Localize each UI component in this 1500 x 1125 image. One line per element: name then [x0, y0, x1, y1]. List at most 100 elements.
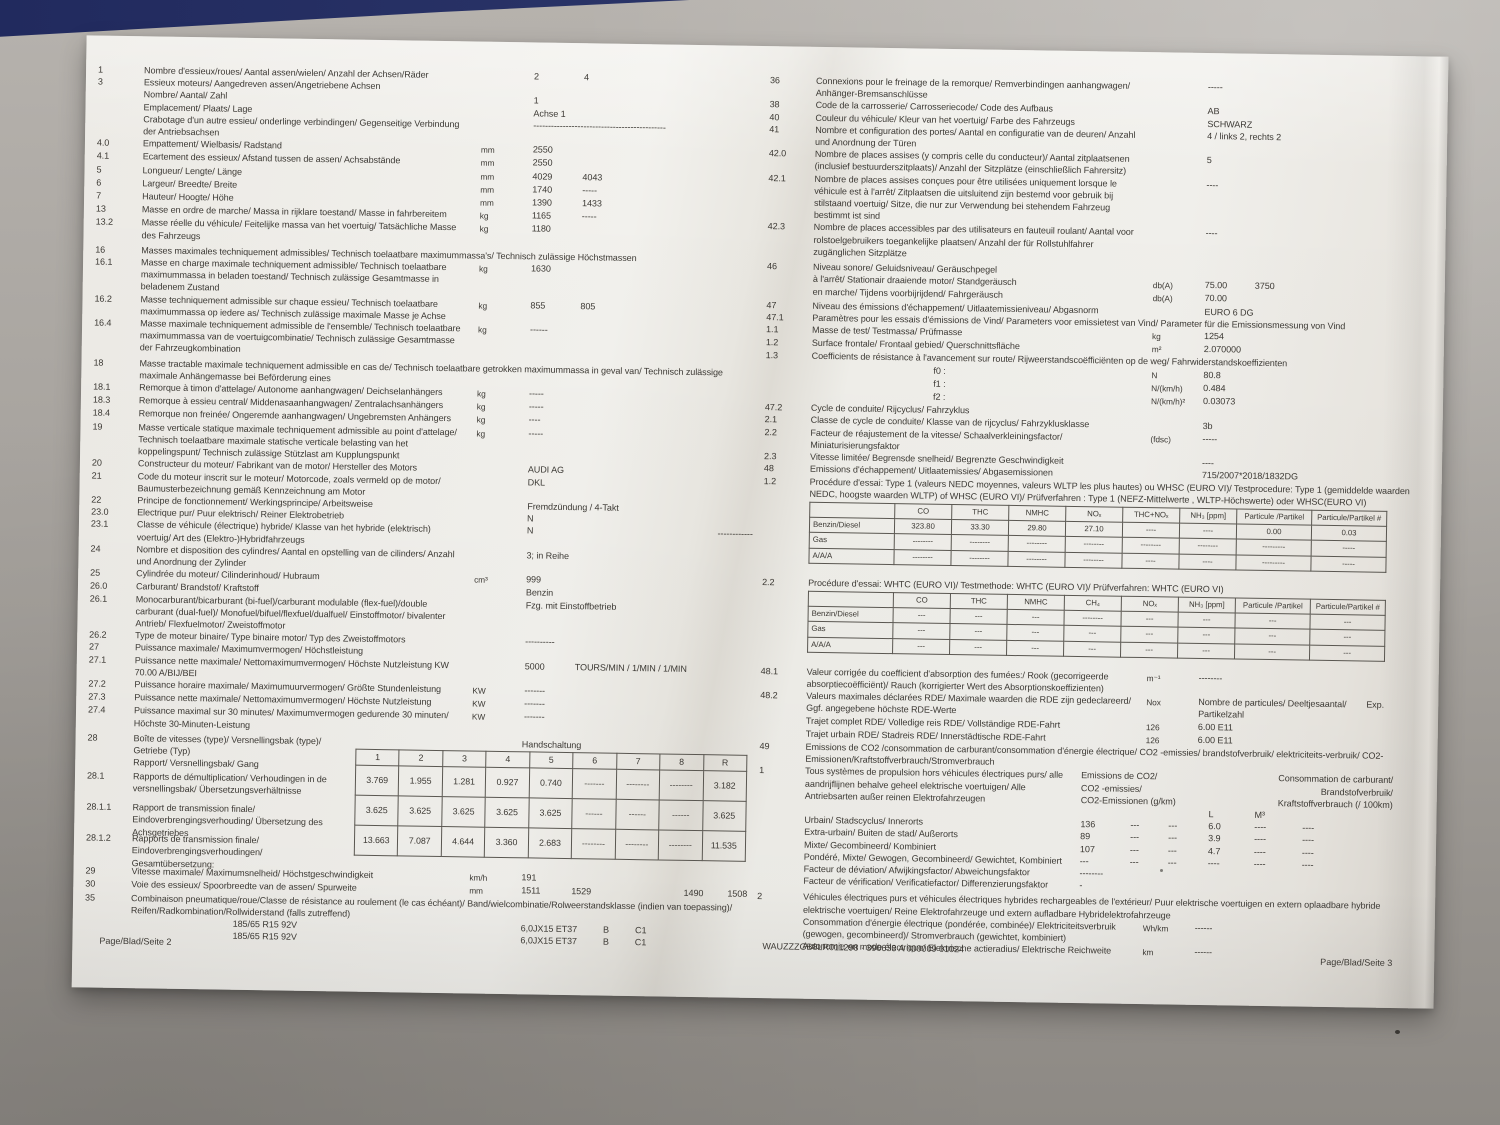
row-value: 805: [580, 300, 596, 312]
gear-ratio-value: 1.955: [398, 765, 443, 797]
row-unit: [1156, 80, 1208, 82]
co2-cell: ----: [1254, 834, 1267, 845]
gear-ratio-value: -------: [572, 768, 617, 800]
emissions-value: 27.10: [1065, 521, 1123, 538]
row-number: 24: [90, 543, 101, 554]
row-number: 27.1: [88, 654, 107, 665]
emissions-column-header: NMHC: [1007, 594, 1065, 611]
row-value: C1: [634, 925, 647, 936]
row-number: [767, 286, 813, 287]
row-number: 26.0: [89, 580, 108, 592]
co2-cell: ---: [1129, 844, 1139, 855]
emissions-value: ---: [1120, 641, 1178, 658]
emissions-value: ---------: [1235, 554, 1312, 571]
co2-cell: ---: [1079, 855, 1089, 866]
row-value: 1511: [521, 885, 541, 896]
row-value: -----: [581, 211, 597, 222]
gear-ratio-value: --------: [659, 769, 704, 801]
co2-emissions-column-header: Emissions de CO2/CO2 -emissies/CO2-Emiss…: [1081, 769, 1234, 808]
row-value: 0.484: [1203, 382, 1226, 394]
row-value: ----: [528, 414, 541, 426]
emissions-column-header: NOₓ: [1121, 596, 1179, 613]
co2-cell: 136: [1080, 819, 1096, 830]
gear-ratio-value: 0.740: [528, 767, 573, 799]
co2-cell: [1129, 880, 1167, 881]
row-value: N: [526, 525, 534, 536]
blue-object-top-left: [0, 0, 690, 37]
row-value: 5: [1206, 155, 1212, 166]
row-number: 42.3: [767, 221, 786, 232]
row-values: Fzg. mit Einstoffbetrieb: [526, 599, 752, 615]
row-number: 2.2: [764, 426, 777, 437]
row-number: 28: [87, 732, 98, 743]
row-number: [765, 388, 811, 389]
row-label: Nombre de places assises conçues pour êt…: [813, 173, 1117, 222]
emissions-value: ---: [1063, 640, 1121, 657]
row-number: 28.1.2: [85, 832, 111, 844]
gear-ratio-value: 3.625: [702, 800, 747, 832]
row-unit: [1153, 305, 1205, 307]
gear-column-header: R: [703, 754, 747, 772]
row-number: [765, 375, 811, 376]
row-number: 41: [769, 123, 780, 135]
row-value: 0.03073: [1202, 396, 1236, 407]
co2-cell: --------: [1079, 868, 1104, 879]
row-value: 1508: [727, 888, 748, 900]
gear-left-labels: 28 Boîte de vitesses (type)/ Versnellings…: [85, 731, 356, 869]
row-unit: [475, 524, 527, 526]
emissions-value: ---: [1006, 639, 1064, 657]
row-number: [760, 727, 806, 728]
page-2-footer: Page/Blad/Seite 2: [99, 935, 172, 947]
fuel-row-name: A/A/A: [807, 636, 893, 654]
row-value: ------: [529, 324, 548, 335]
row-unit: [475, 499, 527, 501]
gear-ratio-value: 0.927: [485, 767, 530, 798]
row-label: Monocarburant/bicarburant (bi-fuel)/carb…: [135, 593, 446, 631]
row-unit: KW: [472, 685, 486, 696]
row-values: ----------------------------------------…: [533, 119, 759, 135]
gear-column-header: 2: [399, 749, 443, 767]
row-unit: [1151, 420, 1203, 422]
row-number: 28.1.1: [86, 801, 112, 813]
row-unit: kg: [476, 401, 486, 412]
row-value: B: [603, 924, 610, 935]
emissions-value: ---: [1177, 642, 1235, 659]
emissions-value: --------: [1065, 536, 1123, 553]
row-number: 27.4: [87, 704, 106, 716]
row-number: 42.0: [768, 148, 787, 159]
row-unit: [475, 548, 527, 550]
row-number: 18.3: [92, 394, 111, 406]
row-values: 5000 TOURS/MIN / 1/MIN / 1/MIN: [525, 660, 751, 676]
emissions-value: ---: [892, 622, 950, 640]
row-number: 40: [769, 111, 780, 122]
row-value: 2: [533, 71, 540, 82]
row-number: [758, 838, 804, 839]
row-value: 1740: [532, 184, 553, 195]
row-number: 16.2: [94, 293, 112, 304]
gear-column-header: 4: [486, 751, 530, 768]
emissions-value: ---: [1234, 613, 1311, 630]
page-3: 36 Connexions pour le freinage de la remo…: [756, 74, 1434, 963]
certificate-of-conformity: 1 Nombre d'essieux/roues/ Aantal assen/wi…: [72, 35, 1448, 963]
emissions-column-header: Particule/Partikel #: [1310, 599, 1386, 616]
gear-ratio-value: 3.769: [355, 764, 400, 796]
row-number: 5: [96, 164, 102, 175]
row-unit: kg: [479, 224, 489, 235]
co2-cell: 89: [1080, 831, 1091, 842]
co2-cell: M³: [1254, 809, 1266, 820]
row-unit: cm³: [474, 574, 488, 585]
row-number: 18: [93, 357, 104, 368]
emissions-value: --------: [893, 549, 952, 566]
row-value: 6,0JX15 ET37: [520, 935, 577, 947]
row-value: Benzin: [525, 587, 554, 599]
row-unit: [469, 921, 521, 923]
row-unit: mm: [480, 144, 495, 156]
row-unit: [482, 106, 534, 108]
row-number: 36: [769, 75, 781, 86]
emissions-column-header: Particule/Partikel #: [1311, 510, 1387, 527]
row-value: 4: [583, 72, 590, 83]
row-number: [758, 825, 804, 826]
row-unit: [474, 598, 526, 600]
row-label: Masse maximale techniquement admissible …: [139, 318, 461, 355]
row-number: 1.2: [765, 337, 779, 348]
